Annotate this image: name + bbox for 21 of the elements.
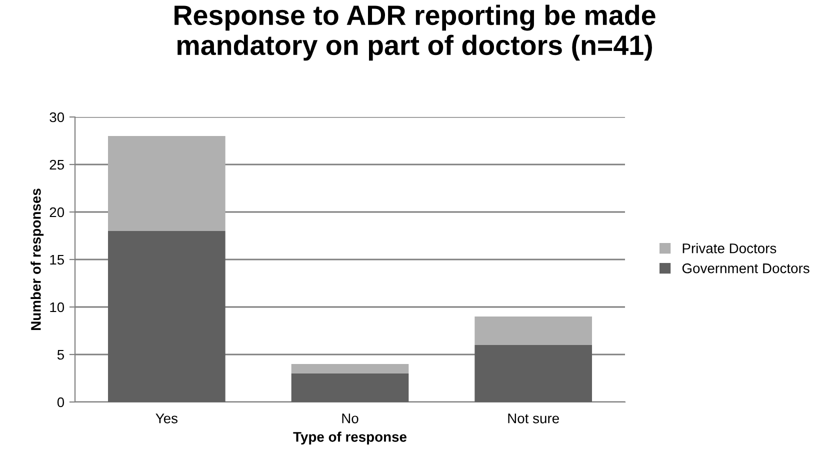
y-tick-label: 5: [57, 350, 64, 360]
chart-title: Response to ADR reporting be made mandatory on part of doctors (n=41): [174, 4, 656, 61]
bar: [108, 136, 226, 231]
bar: [291, 364, 409, 374]
y-axis-title: Number of responses: [30, 188, 44, 330]
y-tick-label: 30: [50, 112, 64, 122]
bar: [108, 231, 226, 402]
legend-label: Private Doctors: [682, 243, 776, 254]
x-tick-label: Yes: [156, 414, 178, 424]
x-tick-label: Not sure: [508, 414, 559, 424]
y-tick-label: 20: [50, 207, 64, 218]
y-tick-label: 10: [50, 302, 64, 312]
x-tick-label: No: [342, 414, 358, 424]
y-tick-label: 25: [50, 160, 64, 170]
y-tick-label: 15: [50, 254, 64, 265]
legend-label: Government Doctors: [682, 263, 810, 274]
bar: [474, 345, 592, 402]
x-axis-title: Type of response: [293, 432, 407, 445]
bar: [474, 316, 592, 345]
bar: [291, 374, 409, 402]
y-tick-label: 0: [57, 397, 64, 408]
